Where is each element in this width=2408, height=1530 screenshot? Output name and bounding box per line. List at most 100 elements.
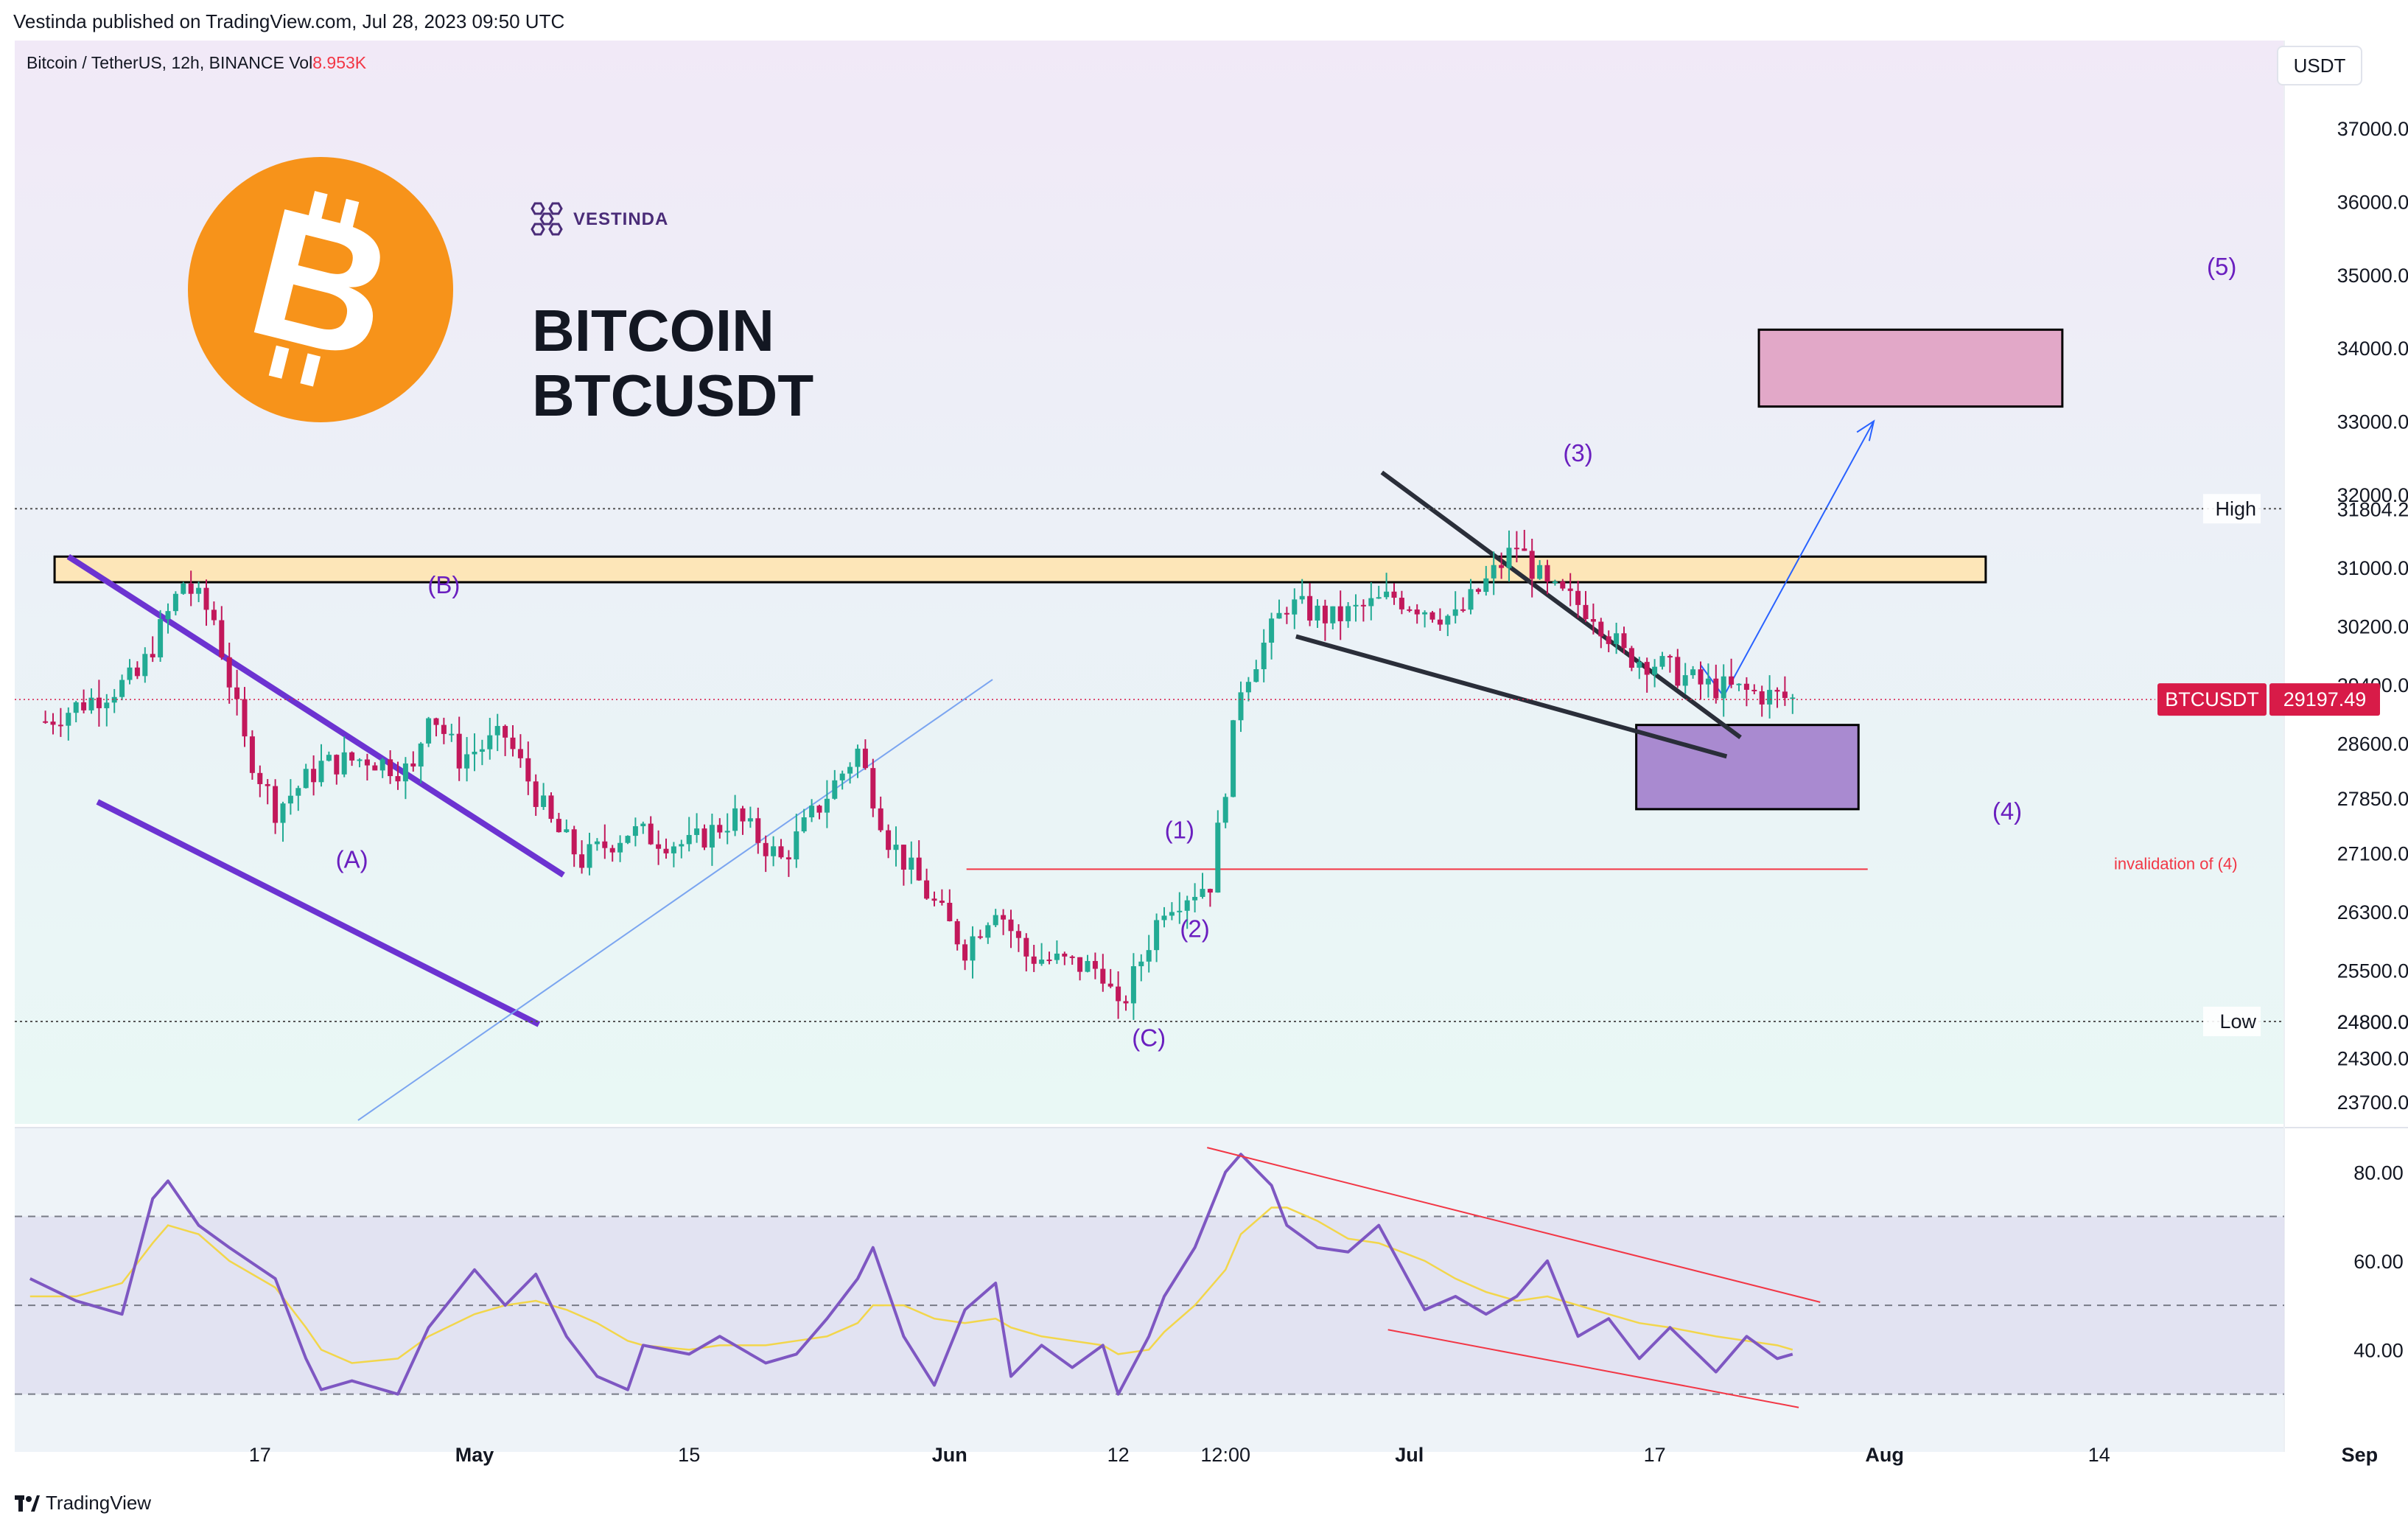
rsi-indicator[interactable]: 80.00 60.00 40.00 <box>15 1147 2404 1408</box>
time-tick-label: 14 <box>2088 1444 2110 1466</box>
candle-body <box>379 759 385 771</box>
rsi-tick-label: 80.00 <box>2353 1162 2404 1184</box>
candle-body <box>479 749 485 752</box>
candle-body <box>1598 621 1604 637</box>
candle-body <box>1069 956 1075 958</box>
candle-body <box>594 841 600 845</box>
candle-body <box>364 759 370 766</box>
candle-body <box>916 857 922 881</box>
volume-label: Vol <box>289 53 313 72</box>
candle-body <box>1713 678 1719 699</box>
currency-button[interactable]: USDT <box>2277 46 2362 85</box>
candle-body <box>694 828 700 835</box>
candle-body <box>1391 591 1397 598</box>
candle-body <box>303 769 309 789</box>
candle-body <box>1552 581 1558 584</box>
candle-body <box>196 587 202 594</box>
time-tick-label: Jul <box>1395 1444 1424 1466</box>
candle-body <box>1023 937 1029 957</box>
candle-body <box>1245 682 1251 693</box>
candle-body <box>1085 960 1091 972</box>
candle-body <box>1154 920 1160 951</box>
candle-body <box>341 752 347 775</box>
candle-body <box>977 936 983 938</box>
candle-body <box>372 765 378 771</box>
time-axis[interactable]: 17 May 15 Jun 12 12:00 Jul 17 Aug 14 Sep <box>249 1444 2378 1466</box>
candle-body <box>878 808 883 831</box>
candle-body <box>219 620 225 657</box>
candle-body <box>717 825 723 833</box>
candle-body <box>1138 961 1144 967</box>
candle-body <box>640 823 646 827</box>
price-tick-label: 25500.00 <box>2337 960 2408 982</box>
candles[interactable] <box>43 529 1796 1020</box>
candle-body <box>1100 968 1106 984</box>
candle-body <box>1337 606 1343 621</box>
candle-body <box>1039 960 1045 964</box>
candle-body <box>909 857 914 870</box>
candle-body <box>962 944 968 961</box>
invalidation-label: invalidation of (4) <box>2114 854 2238 873</box>
candle-body <box>1046 960 1052 962</box>
channel-upper-line <box>66 553 565 878</box>
rsi-tick-label: 40.00 <box>2353 1339 2404 1361</box>
candle-body <box>1499 565 1505 568</box>
candle-body <box>311 769 317 783</box>
candle-body <box>88 697 94 710</box>
candle-body <box>886 830 892 850</box>
candle-body <box>395 776 401 782</box>
candle-body <box>1399 598 1404 609</box>
candle-body <box>1092 960 1098 969</box>
candle-body <box>809 806 815 818</box>
candle-body <box>1276 612 1282 619</box>
publisher-credit: Vestinda published on TradingView.com, J… <box>13 10 565 32</box>
candle-body <box>625 836 631 843</box>
candle-body <box>1705 678 1711 685</box>
candle-body <box>1590 619 1596 622</box>
price-tick-label: 34000.00 <box>2337 338 2408 360</box>
candle-body <box>1207 889 1213 893</box>
candle-body <box>1659 656 1665 667</box>
high-value: 31804.20 <box>2337 498 2408 520</box>
price-axis[interactable]: 37000.00 36000.00 35000.00 34000.00 33000.00… <box>2337 118 2408 1114</box>
candle-body <box>1015 931 1021 938</box>
time-tick-label: 17 <box>249 1444 271 1466</box>
candle-body <box>1544 565 1550 582</box>
candle-body <box>931 898 937 901</box>
low-value: 24800.00 <box>2337 1011 2408 1033</box>
candle-body <box>1637 662 1642 668</box>
candle-body <box>1169 912 1175 916</box>
candle-body <box>1261 643 1267 670</box>
candle-body <box>188 583 194 594</box>
rsi-line <box>29 1153 1793 1396</box>
time-tick-label: May <box>455 1444 494 1466</box>
candle-body <box>66 713 71 726</box>
candle-body <box>456 733 462 769</box>
candle-body <box>1667 656 1673 658</box>
candle-body <box>211 609 217 621</box>
candle-body <box>924 880 930 899</box>
candle-body <box>1460 609 1466 611</box>
candle-body <box>265 783 270 786</box>
candle-body <box>686 834 692 845</box>
candle-body <box>985 925 991 938</box>
candle-body <box>517 749 523 758</box>
price-tick-label: 26300.00 <box>2337 901 2408 923</box>
candle-body <box>226 657 232 688</box>
rsi-divergence-upper <box>1206 1147 1821 1303</box>
price-tick-label: 37000.00 <box>2337 118 2408 140</box>
candle-body <box>1652 666 1658 675</box>
candle-body <box>632 826 638 836</box>
symbol-legend[interactable]: Bitcoin / TetherUS, 12h, BINANCE Vol8.95… <box>27 53 366 73</box>
ascending-trendline <box>357 679 993 1121</box>
candle-body <box>1184 900 1190 911</box>
candle-body <box>441 724 447 734</box>
price-tick-label: 27850.00 <box>2337 788 2408 810</box>
price-tick-label: 24300.00 <box>2337 1048 2408 1070</box>
candle-body <box>556 819 561 833</box>
candle-body <box>656 844 662 849</box>
candle-body <box>1721 676 1726 699</box>
tradingview-footer[interactable]: TradingView <box>15 1492 151 1515</box>
candle-body <box>617 842 623 853</box>
